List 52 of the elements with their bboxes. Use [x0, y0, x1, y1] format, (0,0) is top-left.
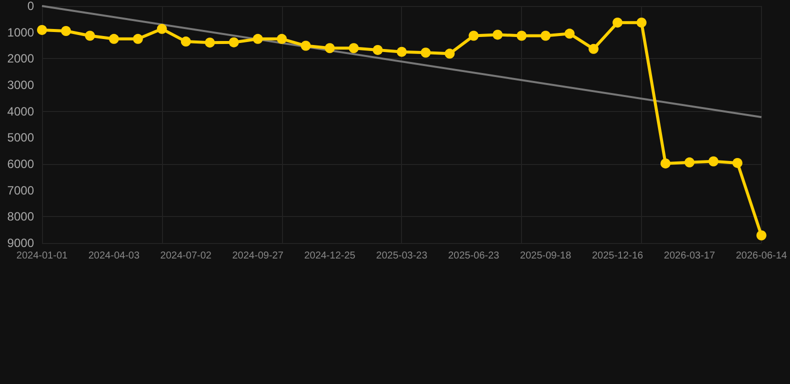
x-tick-label: 2026-06-14 — [736, 250, 788, 262]
x-tick-label: 2025-06-23 — [448, 250, 500, 262]
point — [180, 36, 191, 47]
x-tick-label: 2025-12-16 — [592, 250, 644, 262]
y-tick-label: 0 — [27, 0, 34, 13]
y-tick-label: 4000 — [7, 104, 34, 118]
point — [612, 18, 623, 28]
point — [252, 34, 263, 44]
y-tick-label: 2000 — [7, 52, 34, 66]
point — [348, 43, 359, 54]
y-tick-label: 1000 — [7, 25, 34, 40]
x-tick-label: 2024-09-27 — [232, 250, 284, 262]
point — [204, 38, 215, 48]
point — [156, 24, 167, 34]
point — [300, 40, 311, 51]
y-tick-label: 3000 — [7, 78, 34, 92]
point — [516, 30, 527, 41]
point — [492, 30, 503, 40]
point — [60, 26, 71, 36]
y-tick-label: 5000 — [7, 130, 34, 145]
x-tick-label: 2024-01-01 — [16, 250, 68, 262]
point — [564, 28, 575, 39]
point — [37, 24, 47, 35]
x-tick-label: 2026-03-17 — [664, 250, 716, 262]
point — [324, 43, 335, 54]
point — [756, 230, 766, 240]
point — [396, 46, 407, 57]
y-tick-label: 6000 — [7, 157, 34, 171]
point — [636, 18, 647, 28]
point — [468, 30, 479, 41]
x-tick-label: 2024-07-02 — [160, 250, 212, 262]
point — [228, 37, 239, 48]
point — [660, 158, 670, 168]
point — [732, 158, 742, 168]
point — [708, 156, 718, 166]
y-tick-label: 8000 — [7, 210, 34, 224]
point — [276, 34, 287, 44]
point — [108, 34, 119, 44]
x-tick-label: 2025-09-18 — [520, 250, 572, 262]
point — [540, 30, 551, 41]
point — [588, 44, 599, 54]
point — [132, 34, 143, 44]
y-tick-label: 7000 — [7, 183, 34, 198]
point — [84, 30, 95, 41]
point — [420, 48, 431, 58]
x-tick-label: 2025-03-23 — [376, 250, 428, 262]
point — [372, 44, 383, 55]
x-tick-label: 2024-12-25 — [304, 250, 356, 262]
x-tick-label: 2024-04-03 — [88, 250, 140, 262]
point — [684, 157, 694, 168]
point — [444, 48, 455, 59]
y-tick-label: 9000 — [7, 236, 34, 250]
